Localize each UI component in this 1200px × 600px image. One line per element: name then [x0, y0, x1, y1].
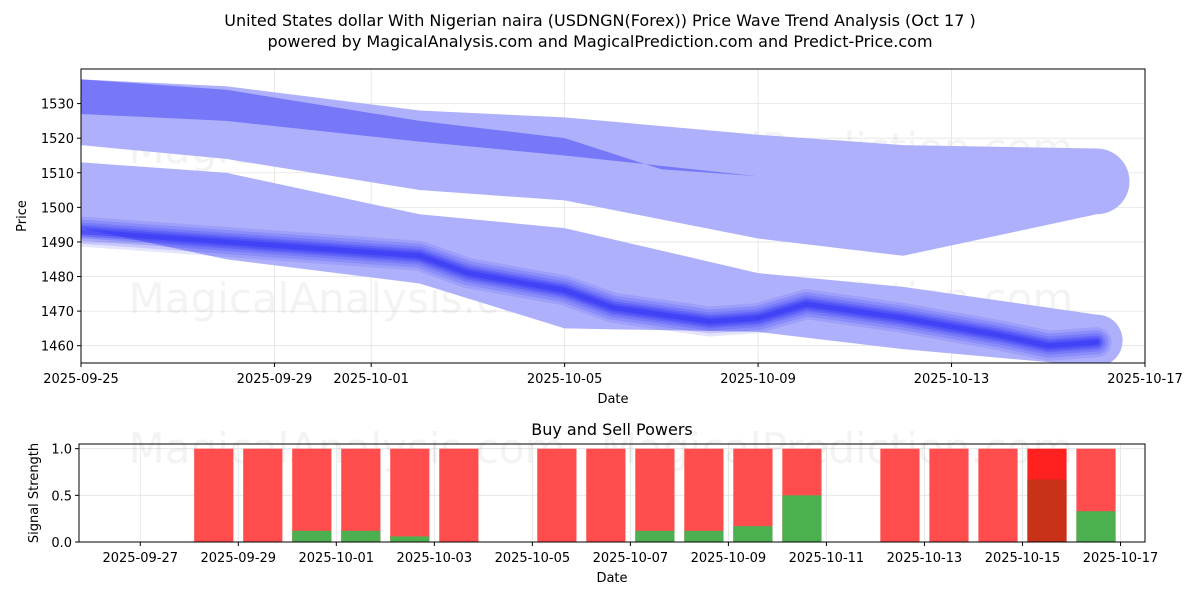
price-y-tick-label: 1480 [41, 271, 74, 286]
price-wave-line-5 [81, 229, 1100, 349]
price-plot-frame [80, 68, 1146, 364]
sell-bar [390, 448, 430, 542]
chart-subtitle: powered by MagicalAnalysis.com and Magic… [267, 32, 932, 51]
power-x-tick-label: 2025-10-13 [887, 551, 963, 566]
sell-bar [341, 448, 381, 542]
price-wave-point [466, 271, 470, 275]
price-wave-point [224, 240, 228, 244]
lower-wave-band-cap [1070, 314, 1123, 363]
price-x-tick-label: 2025-10-01 [333, 372, 409, 387]
chart-title: United States dollar With Nigerian naira… [224, 11, 975, 30]
price-y-tick-label: 1530 [41, 98, 74, 113]
power-y-tick-label: 0.5 [51, 489, 72, 504]
power-x-tick-label: 2025-10-15 [985, 551, 1061, 566]
sell-bar [439, 448, 479, 542]
price-wave-line-4 [81, 227, 1102, 351]
buy-bar [390, 536, 430, 542]
price-y-axis-label: Price [15, 200, 30, 232]
price-wave-point [756, 316, 760, 320]
power-y-axis-label: Signal Strength [27, 443, 42, 543]
power-y-tick-label: 1.0 [51, 443, 72, 458]
buy-bar [684, 530, 724, 542]
price-wave-point [611, 306, 615, 310]
price-wave-point [998, 333, 1002, 337]
power-x-tick-label: 2025-10-03 [397, 551, 473, 566]
price-x-tick-label: 2025-09-25 [43, 372, 119, 387]
price-y-tick-label: 1460 [41, 340, 74, 355]
sell-bar [537, 448, 577, 542]
sell-bar [292, 448, 332, 542]
power-x-tick-label: 2025-09-27 [102, 551, 178, 566]
buy-bar [733, 526, 773, 542]
price-x-tick-label: 2025-10-05 [527, 372, 603, 387]
price-y-tick-label: 1520 [41, 132, 74, 147]
price-wave-point [708, 319, 712, 323]
buy-bar [635, 530, 675, 542]
price-wave-point [563, 288, 567, 292]
power-x-tick-label: 2025-10-09 [691, 551, 767, 566]
power-x-tick-label: 2025-10-11 [789, 551, 865, 566]
upper-wave-band-cap [1063, 148, 1130, 215]
power-x-tick-label: 2025-10-05 [495, 551, 571, 566]
price-wave-point [901, 316, 905, 320]
sell-bar [978, 448, 1018, 542]
sell-bar [635, 448, 675, 542]
price-x-ticks: 2025-09-25 2025-09-29 2025-10-01 2025-10-05… [43, 363, 1183, 387]
price-wave-point [1046, 344, 1050, 348]
buy-bar [341, 530, 381, 542]
power-x-tick-label: 2025-10-07 [593, 551, 669, 566]
price-series [81, 79, 1130, 363]
power-plot-frame [78, 443, 1146, 543]
price-x-tick-label: 2025-09-29 [237, 372, 313, 387]
power-x-axis-label: Date [596, 571, 627, 586]
power-y-ticks: 0.0 0.5 1.0 [51, 443, 79, 551]
price-wave-point [418, 254, 422, 258]
buy-bar [1076, 511, 1116, 542]
price-y-tick-label: 1470 [41, 305, 74, 320]
price-x-tick-label: 2025-10-17 [1107, 372, 1183, 387]
price-wave-line-3 [81, 225, 1104, 353]
lower-wave-band [81, 162, 1097, 363]
price-y-tick-label: 1500 [41, 201, 74, 216]
power-x-tick-label: 2025-10-17 [1083, 551, 1159, 566]
price-wave-point [321, 247, 325, 251]
power-x-tick-label: 2025-09-29 [201, 551, 277, 566]
power-plot: Buy and Sell Powers MagicalAnalysis.com … [27, 420, 1158, 586]
sell-bar [684, 448, 724, 542]
upper-trend-channel [81, 79, 759, 177]
buy-bar [292, 530, 332, 542]
sell-bar [194, 448, 234, 542]
buy-bar [782, 495, 822, 542]
price-wave-line-1 [81, 219, 1109, 358]
price-plot: MagicalAnalysis.com MagicalPrediction.co… [15, 68, 1183, 407]
price-wave-point [804, 302, 808, 306]
power-y-tick-label: 0.0 [51, 536, 72, 551]
power-bars [194, 448, 1116, 542]
power-x-tick-label: 2025-10-01 [299, 551, 375, 566]
price-x-axis-label: Date [597, 392, 628, 407]
buy-bar [1027, 479, 1067, 542]
sell-bar [880, 448, 920, 542]
price-wave-line-0 [81, 216, 1112, 361]
sell-bar [586, 448, 626, 542]
price-y-tick-label: 1490 [41, 236, 74, 251]
sell-bar [929, 448, 969, 542]
power-chart-title: Buy and Sell Powers [531, 420, 693, 439]
price-x-tick-label: 2025-10-13 [914, 372, 990, 387]
price-x-tick-label: 2025-10-09 [720, 372, 796, 387]
price-wave-point [1095, 340, 1099, 344]
price-wave-line-2 [81, 222, 1106, 355]
price-y-tick-label: 1510 [41, 167, 74, 182]
price-y-ticks: 1460 1470 1480 1490 1500 1510 1520 1530 [41, 98, 81, 355]
power-x-ticks: 2025-09-27 2025-09-29 2025-10-01 2025-10-03… [102, 542, 1158, 566]
sell-bar [243, 448, 283, 542]
